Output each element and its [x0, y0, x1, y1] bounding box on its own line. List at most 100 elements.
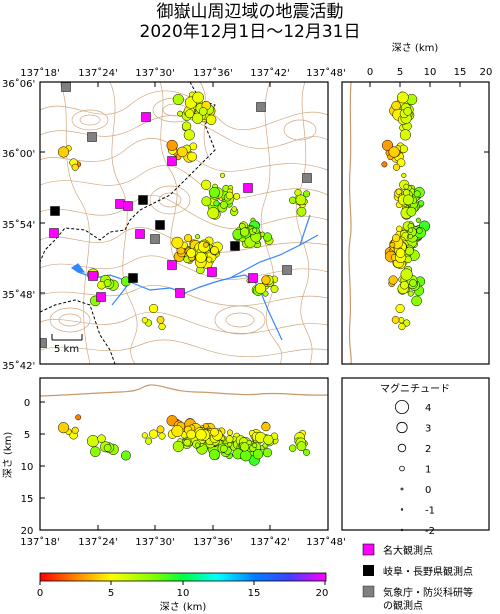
station-8: [207, 267, 217, 277]
epicenter-157: [203, 241, 209, 248]
epicenter-48: [233, 192, 241, 200]
epicenter-77: [262, 232, 273, 242]
magnitude-symbol-0: [400, 487, 404, 491]
hypocenter-lat-79: [415, 217, 421, 223]
cross-section-frame: [39, 377, 329, 531]
epicenter-16: [181, 121, 192, 131]
cs-lon-137-30: 137˚30': [135, 536, 175, 548]
colorbar-ticks: [39, 581, 326, 585]
magnitude-label--2: -2: [425, 526, 435, 537]
depth-latitude-panel: 深さ (km) 0 5 10 15 20: [341, 42, 492, 365]
colorbar-tick-20: 20: [316, 588, 329, 599]
epicenter-195: [156, 316, 165, 324]
hypocenter-lon-67: [208, 449, 220, 461]
jma-station-swatch: [362, 585, 375, 598]
station-6: [49, 228, 59, 238]
hypocenter-lat-186: [411, 295, 422, 307]
station-3: [115, 199, 125, 209]
magnitude-symbol--2: [400, 528, 404, 532]
depth-colorbar: 0 5 10 15 20 深さ (km): [37, 572, 329, 613]
cross-section-background: [40, 378, 328, 530]
rivers: [70, 214, 319, 341]
epicenter-174: [289, 196, 297, 204]
epicenter-178: [296, 206, 307, 217]
epicenter-196: [149, 303, 159, 314]
cs-lon-137-42: 137˚42': [250, 536, 290, 548]
prefecture-border: [40, 82, 216, 364]
station-25: [282, 265, 292, 275]
epicenter-99: [259, 231, 266, 237]
epicenter-map: 5 km 36˚06' 36˚00' 35˚54' 35˚48' 35˚42' …: [2, 67, 346, 372]
hypocenter-lat-33: [381, 139, 394, 151]
hypocenter-lat-28: [403, 107, 412, 116]
hypocenter-lon-148: [183, 438, 191, 447]
hypocenter-lat-101: [416, 227, 423, 234]
station-13: [135, 229, 145, 239]
scale-bar: 5 km: [51, 334, 83, 355]
colorbar-tick-10: 10: [177, 588, 190, 599]
magnitude-label--1: -1: [425, 506, 435, 517]
magnitude-symbol-3: [396, 421, 408, 434]
hypocenter-lon-196: [149, 429, 159, 439]
cs-depth-tick-5: 5: [24, 430, 30, 441]
hypocenter-lon-102: [240, 442, 250, 452]
depth-tick-10: 10: [424, 67, 437, 78]
epicenter-156: [194, 234, 201, 240]
lon-label-137-24: 137˚24': [78, 67, 118, 79]
lat-label-35-42: 35˚42': [2, 360, 35, 372]
station-2: [167, 156, 177, 166]
colorbar-tick-15: 15: [248, 588, 261, 599]
epicenter-194: [141, 317, 148, 324]
depth-panel-background: [342, 82, 489, 364]
epicenter-23: [192, 112, 204, 124]
lon-label-137-48: 137˚48': [306, 67, 346, 79]
magnitude-legend-items: 4 3 2 1 0 -1 -2: [394, 399, 435, 537]
magnitude-legend: マグニチュード 4 3 2 1 0 -1 -2: [341, 377, 490, 537]
cs-lon-137-36: 137˚36': [193, 536, 233, 548]
hypocenter-lon-20: [172, 440, 184, 452]
station-21: [256, 102, 266, 112]
epicenter-55: [201, 179, 212, 190]
epicenter-67: [208, 186, 220, 198]
hypocenter-lon-153: [171, 425, 184, 438]
hypocenter-lon-184: [120, 450, 131, 461]
station-20: [87, 132, 97, 142]
hypocenter-lat-170: [388, 275, 398, 285]
hypocenter-lon-194: [141, 432, 148, 439]
hypocenter-lat-103: [408, 227, 414, 233]
hypocenter-lat-195: [391, 316, 400, 324]
map-date-range: 2020年12月1日〜12月31日: [139, 22, 361, 42]
hypocenter-lat-25: [396, 91, 409, 104]
station-7: [167, 260, 177, 270]
hypocenter-lat-144: [405, 246, 414, 256]
magnitude-legend-frame: [341, 377, 490, 531]
epicenter-168: [254, 282, 267, 295]
hypocenter-lon-179: [75, 414, 82, 421]
epicenter-28: [198, 107, 208, 116]
magnitude-symbol--1: [400, 508, 404, 511]
magnitude-symbol-1: [399, 465, 405, 472]
depth-colorbar-gradient: [39, 572, 327, 582]
hypocenter-lon-170: [261, 422, 271, 432]
lon-label-137-42: 137˚42': [250, 67, 290, 79]
epicenter-38: [177, 146, 188, 158]
cs-lon-137-24: 137˚24': [78, 536, 118, 548]
colorbar-tick-0: 0: [37, 588, 43, 599]
lon-label-137-18: 137˚18': [20, 67, 60, 79]
cs-depth-tick-15: 15: [21, 494, 34, 505]
epicenter-103: [252, 227, 258, 233]
magnitude-symbol-4: [394, 399, 409, 414]
epicenter-177: [295, 194, 307, 206]
lon-label-137-36: 137˚36': [193, 67, 233, 79]
nagoya-station-label: 名大観測点: [383, 544, 433, 557]
hypocenter-lon-152: [210, 427, 219, 437]
hypocenter-lat-189: [400, 268, 413, 281]
epicenter-9: [177, 110, 183, 117]
hypocenter-lat-178: [406, 206, 417, 217]
cs-axis-label: 深さ (km): [2, 432, 14, 479]
hypocenter-lat-158: [395, 248, 406, 258]
hypocenter-lon-182: [71, 426, 79, 434]
epicenter-25: [192, 91, 204, 104]
epicenter-152: [210, 246, 219, 255]
hypocenter-lon-195: [156, 425, 165, 434]
